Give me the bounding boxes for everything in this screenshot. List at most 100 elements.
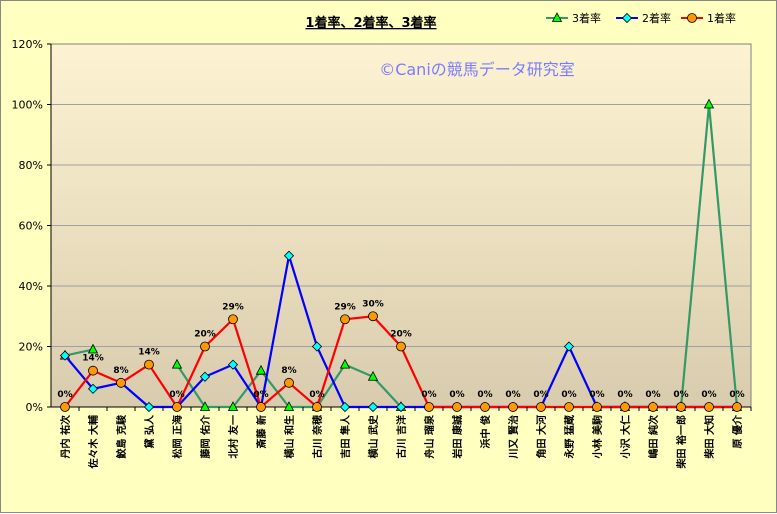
data-point (311, 341, 323, 352)
legend-label: 3着率 (572, 11, 601, 25)
series-3 (60, 311, 742, 412)
chart-title: 1着率、2着率、3着率 (305, 15, 436, 31)
data-label: 20% (390, 330, 412, 340)
data-label: 0% (57, 390, 72, 400)
x-tick-label: 嶋田 純次 (647, 415, 660, 458)
data-point (284, 377, 294, 388)
x-tick-label: 藤岡 佑介 (199, 414, 212, 458)
data-point (563, 341, 575, 352)
x-tick-label: 古川 吉洋 (395, 415, 408, 458)
data-point (312, 402, 322, 412)
legend-item: 2着率 (616, 11, 671, 25)
data-point (283, 250, 295, 261)
data-point (452, 402, 462, 412)
data-label: 30% (362, 299, 384, 309)
data-point (59, 350, 71, 361)
legend-marker (621, 12, 633, 24)
data-point (255, 364, 267, 375)
data-label: 0% (729, 390, 744, 400)
x-tick-label: 岩田 康誠 (451, 415, 464, 459)
legend-marker (687, 13, 697, 23)
data-label: 20% (194, 330, 216, 340)
data-point (676, 402, 686, 412)
data-point (172, 402, 182, 412)
data-point (171, 358, 183, 369)
gridlines (51, 104, 751, 347)
data-label: 0% (449, 390, 464, 400)
x-tick-label: 舟山 瑠泉 (423, 414, 436, 458)
x-tick-label: 浜中 俊 (479, 415, 492, 448)
data-point (367, 370, 379, 381)
data-label: 0% (617, 390, 632, 400)
legend-label: 2着率 (642, 11, 671, 25)
x-tick-label: 佐々木 大輔 (87, 415, 100, 469)
legend: 3着率 2着率 1着率 (546, 11, 736, 25)
data-point (144, 359, 154, 370)
data-point (367, 401, 379, 413)
data-point (395, 401, 407, 413)
legend-label: 1着率 (707, 11, 736, 25)
x-tick-label: 横山 和生 (283, 415, 296, 458)
data-point (340, 314, 350, 325)
x-tick-label: 川又 賢治 (507, 415, 520, 459)
data-point (227, 401, 239, 411)
data-label: 29% (334, 302, 356, 312)
data-point (339, 401, 351, 413)
y-tick-label: 0% (26, 401, 43, 414)
x-tick-label: 小林 美駒 (591, 415, 604, 459)
data-label: 29% (222, 302, 244, 312)
data-point (620, 402, 630, 412)
data-point (199, 401, 211, 411)
data-label: 14% (138, 348, 160, 358)
data-label: 0% (505, 390, 520, 400)
data-label: 0% (477, 390, 492, 400)
x-tick-label: 横山 武史 (367, 414, 380, 458)
data-point (116, 377, 126, 388)
x-tick-label: 黛 弘人 (143, 414, 156, 448)
data-point (536, 402, 546, 412)
x-tick-label: 柴田 裕一郎 (675, 415, 688, 469)
data-point (480, 402, 490, 412)
x-tick-label: 丹内 祐次 (59, 415, 72, 458)
y-tick-label: 40% (19, 280, 43, 293)
data-point (648, 402, 658, 412)
y-tick-label: 80% (19, 159, 43, 172)
data-label: 0% (701, 390, 716, 400)
x-tick-label: 鮫島 克駿 (115, 414, 128, 458)
data-point (200, 341, 210, 352)
data-label: 0% (309, 390, 324, 400)
x-tick-label: 小沢 大仁 (619, 415, 632, 459)
data-point (60, 402, 70, 412)
data-point (143, 401, 155, 413)
data-point (227, 359, 239, 370)
data-point (228, 314, 238, 325)
data-label: 0% (421, 390, 436, 400)
x-tick-label: 北村 友一 (227, 415, 240, 458)
data-point (592, 402, 602, 412)
data-point (283, 401, 295, 411)
x-tick-label: 斎藤 新 (255, 415, 268, 448)
data-label: 0% (533, 390, 548, 400)
data-point (88, 365, 98, 376)
x-tick-label: 柴田 大知 (703, 415, 716, 459)
data-point (396, 341, 406, 352)
data-label: 8% (281, 366, 296, 376)
data-point (564, 402, 574, 412)
data-point (87, 383, 99, 394)
data-point (368, 311, 378, 322)
data-label: 14% (82, 354, 104, 364)
series-layer (59, 98, 743, 413)
data-label: 0% (673, 390, 688, 400)
data-point (508, 402, 518, 412)
data-label: 0% (253, 390, 268, 400)
series-line (64, 348, 94, 357)
x-tick-label: 松岡 正海 (171, 415, 184, 458)
x-tick-label: 角田 大河 (535, 415, 548, 458)
y-tick-label: 120% (12, 38, 43, 51)
data-point (732, 402, 742, 412)
x-axis: 丹内 祐次 佐々木 大輔 鮫島 克駿 黛 弘人 松岡 正海 藤岡 佑介 北村 友一 斎藤 新 横… (59, 407, 752, 469)
data-point (703, 98, 715, 109)
x-tick-label: 吉田 隼人 (339, 414, 352, 458)
data-labels: 0% 14% 8% 14% 0% 20% 29% 0% 8% 0% 29% 30% 20% 0% 0% 0% 0… (57, 299, 744, 400)
